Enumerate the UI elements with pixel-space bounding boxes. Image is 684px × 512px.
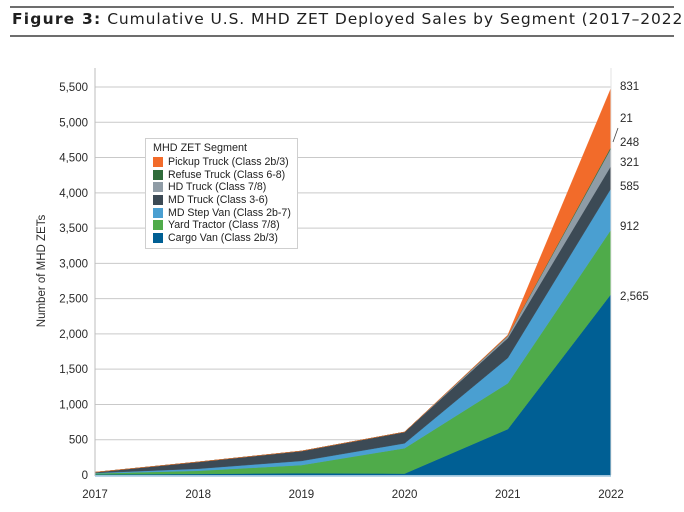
figure-label: Figure 3: bbox=[12, 10, 102, 28]
y-tick-labels: 0 500 1,000 1,500 2,000 2,500 3,000 3,500 4,000 4… bbox=[59, 82, 88, 482]
x-tick-label: 2018 bbox=[185, 489, 211, 501]
y-axis-label: Number of MHD ZETs bbox=[36, 215, 48, 328]
end-label: 585 bbox=[620, 181, 639, 193]
legend-swatch bbox=[153, 182, 163, 193]
x-tick-label: 2020 bbox=[392, 489, 418, 501]
y-tick-label: 5,500 bbox=[59, 82, 88, 94]
x-tick-labels: 2017 2018 2019 2020 2021 2022 bbox=[82, 489, 624, 501]
end-label: 321 bbox=[620, 157, 639, 169]
end-value-labels: 831 21 248 321 585 912 2,565 bbox=[612, 81, 649, 303]
legend-label: Refuse Truck (Class 6-8) bbox=[168, 168, 286, 181]
y-tick-label: 4,000 bbox=[59, 188, 88, 200]
legend-item: MD Truck (Class 3-6) bbox=[151, 194, 292, 207]
y-tick-label: 0 bbox=[82, 470, 88, 482]
legend-item: Refuse Truck (Class 6-8) bbox=[151, 169, 292, 182]
figure-title-text: Cumulative U.S. MHD ZET Deployed Sales b… bbox=[107, 10, 684, 28]
x-tick-label: 2021 bbox=[495, 489, 521, 501]
legend-item: Cargo Van (Class 2b/3) bbox=[151, 232, 292, 245]
legend-label: MD Truck (Class 3-6) bbox=[168, 194, 269, 207]
end-label: 912 bbox=[620, 221, 639, 233]
legend-swatch bbox=[153, 195, 163, 206]
y-tick-label: 500 bbox=[69, 435, 88, 447]
legend-swatch bbox=[153, 169, 163, 180]
legend-label: MD Step Van (Class 2b-7) bbox=[168, 206, 291, 219]
legend-item: HD Truck (Class 7/8) bbox=[151, 181, 292, 194]
legend-items: Pickup Truck (Class 2b/3) Refuse Truck (C… bbox=[151, 156, 292, 244]
y-tick-label: 3,000 bbox=[59, 258, 88, 270]
title-bottom-rule bbox=[10, 35, 674, 37]
legend-item: Yard Tractor (Class 7/8) bbox=[151, 219, 292, 232]
figure-title: Figure 3: Cumulative U.S. MHD ZET Deploy… bbox=[12, 10, 684, 28]
legend-title: MHD ZET Segment bbox=[153, 142, 247, 154]
end-label: 21 bbox=[620, 113, 633, 125]
title-top-rule bbox=[10, 6, 674, 8]
x-tick-label: 2017 bbox=[82, 489, 108, 501]
legend-swatch bbox=[153, 207, 163, 218]
legend-label: HD Truck (Class 7/8) bbox=[168, 181, 267, 194]
leader-line bbox=[612, 127, 619, 143]
legend-label: Pickup Truck (Class 2b/3) bbox=[168, 156, 289, 169]
end-label: 2,565 bbox=[620, 291, 649, 303]
y-tick-label: 5,000 bbox=[59, 117, 88, 129]
y-tick-label: 2,000 bbox=[59, 329, 88, 341]
legend: MHD ZET Segment Pickup Truck (Class 2b/3… bbox=[145, 138, 298, 250]
legend-swatch bbox=[153, 220, 163, 231]
y-tick-label: 3,500 bbox=[59, 223, 88, 235]
y-tick-label: 1,000 bbox=[59, 399, 88, 411]
legend-swatch bbox=[153, 232, 163, 243]
legend-swatch bbox=[153, 157, 163, 168]
y-tick-label: 1,500 bbox=[59, 364, 88, 376]
legend-label: Yard Tractor (Class 7/8) bbox=[168, 219, 280, 232]
legend-label: Cargo Van (Class 2b/3) bbox=[168, 231, 278, 244]
y-tick-label: 4,500 bbox=[59, 153, 88, 165]
x-tick-label: 2022 bbox=[598, 489, 624, 501]
legend-item: MD Step Van (Class 2b-7) bbox=[151, 206, 292, 219]
end-label: 831 bbox=[620, 81, 639, 93]
end-label: 248 bbox=[620, 137, 639, 149]
legend-item: Pickup Truck (Class 2b/3) bbox=[151, 156, 292, 169]
axes bbox=[94, 68, 612, 477]
x-tick-label: 2019 bbox=[289, 489, 315, 501]
y-tick-label: 2,500 bbox=[59, 294, 88, 306]
